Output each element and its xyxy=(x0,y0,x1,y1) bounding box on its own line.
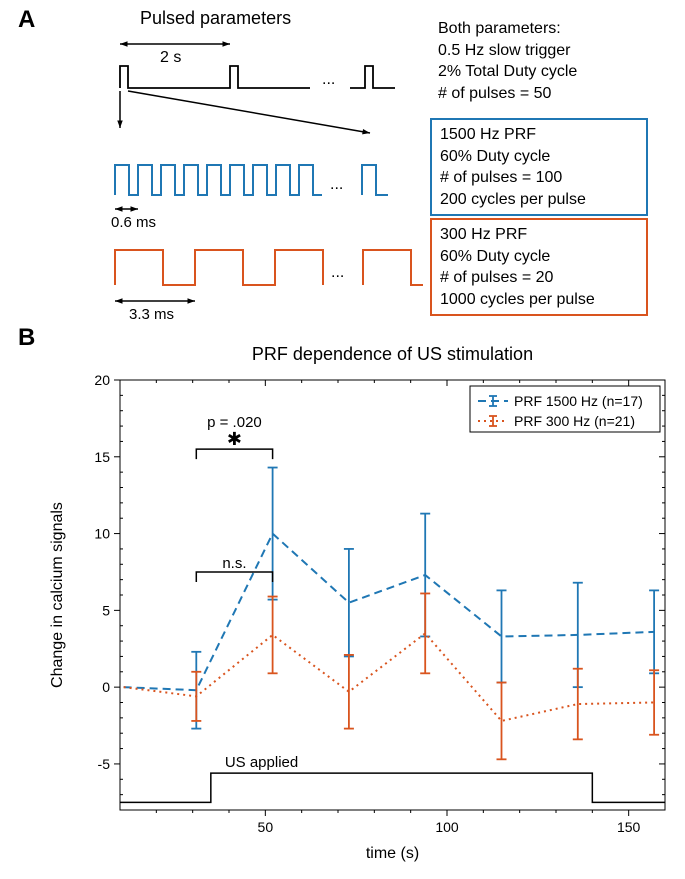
svg-text:0.6 ms: 0.6 ms xyxy=(111,214,156,231)
param-line: # of pulses = 100 xyxy=(440,167,638,189)
svg-text:0: 0 xyxy=(102,679,110,695)
svg-text:3.3 ms: 3.3 ms xyxy=(129,306,174,323)
param-line: 1000 cycles per pulse xyxy=(440,289,638,311)
svg-text:PRF 1500 Hz (n=17): PRF 1500 Hz (n=17) xyxy=(514,393,643,409)
panel-b-chart: PRF dependence of US stimulation -5 0 5 10 15… xyxy=(40,340,680,870)
param-line: Both parameters: xyxy=(438,18,577,40)
svg-text:5: 5 xyxy=(102,602,110,618)
svg-text:2 s: 2 s xyxy=(160,49,181,66)
svg-text:p = .020: p = .020 xyxy=(207,414,262,431)
svg-text:Change in calcium signals: Change in calcium signals xyxy=(49,502,66,688)
panel-a-red-params: 300 Hz PRF 60% Duty cycle # of pulses = … xyxy=(430,218,648,316)
param-line: 200 cycles per pulse xyxy=(440,189,638,211)
param-line: 1500 Hz PRF xyxy=(440,124,638,146)
svg-text:-5: -5 xyxy=(98,756,111,772)
panel-a-common-params: Both parameters: 0.5 Hz slow trigger 2% … xyxy=(430,14,585,108)
param-line: 300 Hz PRF xyxy=(440,224,638,246)
svg-text:20: 20 xyxy=(94,372,110,388)
svg-text:15: 15 xyxy=(94,449,110,465)
param-line: 60% Duty cycle xyxy=(440,146,638,168)
svg-text:...: ... xyxy=(322,71,335,88)
svg-text:n.s.: n.s. xyxy=(222,555,246,572)
figure-container: A Pulsed parameters Both parameters: 0.5… xyxy=(0,0,685,879)
svg-text:50: 50 xyxy=(258,819,274,835)
svg-text:100: 100 xyxy=(435,819,459,835)
panel-a-blue-params: 1500 Hz PRF 60% Duty cycle # of pulses =… xyxy=(430,118,648,216)
param-line: 2% Total Duty cycle xyxy=(438,61,577,83)
panel-a-waveforms: ... 2 s... 0.6 ms... 3.3 ms xyxy=(20,10,440,330)
svg-text:150: 150 xyxy=(617,819,641,835)
param-line: 0.5 Hz slow trigger xyxy=(438,40,577,62)
svg-text:...: ... xyxy=(330,176,343,193)
panel-b-label: B xyxy=(18,324,35,352)
svg-text:✱: ✱ xyxy=(227,429,242,449)
param-line: # of pulses = 50 xyxy=(438,83,577,105)
param-line: 60% Duty cycle xyxy=(440,246,638,268)
svg-text:PRF dependence of US stimulati: PRF dependence of US stimulation xyxy=(252,344,533,364)
svg-text:...: ... xyxy=(331,264,344,281)
svg-text:PRF 300 Hz (n=21): PRF 300 Hz (n=21) xyxy=(514,413,635,429)
param-line: # of pulses = 20 xyxy=(440,267,638,289)
svg-text:time (s): time (s) xyxy=(366,845,419,862)
svg-text:US applied: US applied xyxy=(225,754,298,771)
svg-text:10: 10 xyxy=(94,526,110,542)
